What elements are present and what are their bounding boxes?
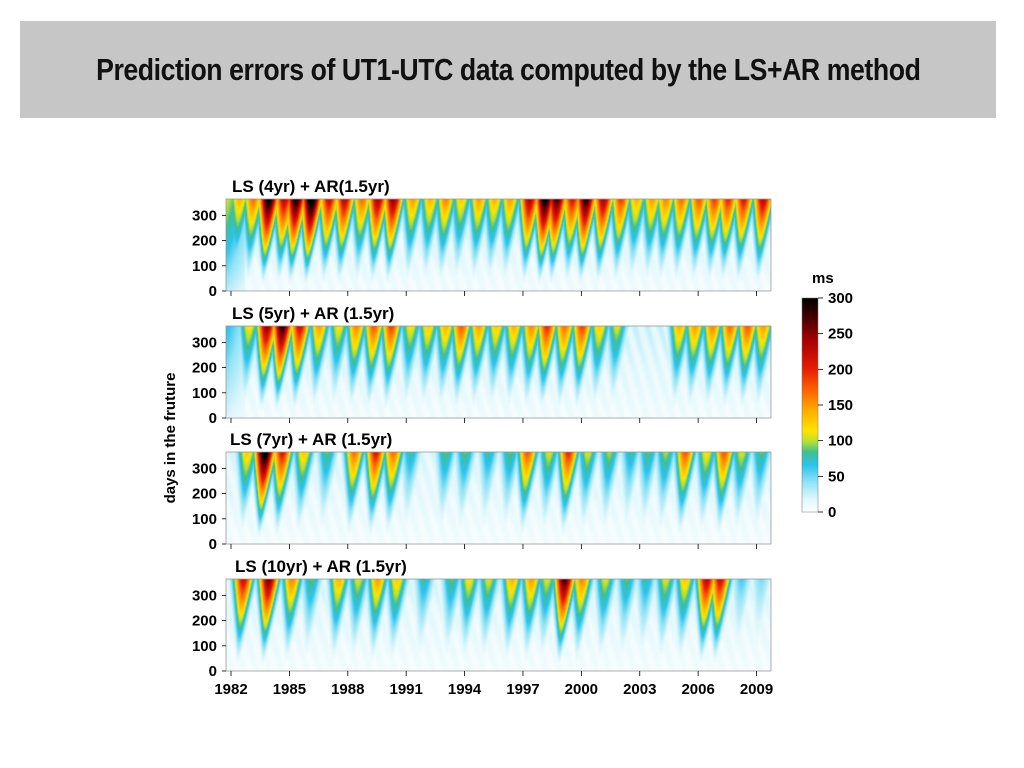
- y-tick-label: 0: [209, 283, 217, 300]
- plot-frame: [225, 198, 772, 292]
- y-tick-label: 0: [209, 410, 217, 427]
- y-tick-label: 100: [192, 638, 217, 655]
- heatmap-field: [226, 326, 771, 418]
- panel-2: LS (5yr) + AR (1.5yr) 0 100 200 300: [192, 304, 772, 427]
- panel-title: LS (4yr) + AR(1.5yr): [232, 177, 390, 196]
- heatmap-field: [226, 199, 771, 291]
- plot-frame: [225, 578, 772, 672]
- y-tick-label: 100: [192, 511, 217, 528]
- heatmap-field: [226, 452, 771, 544]
- y-tick-label: 200: [192, 233, 217, 250]
- x-tick-label: 2009: [740, 681, 773, 698]
- colorbar-tick-label: 50: [828, 468, 845, 485]
- plot-frame: [225, 451, 772, 545]
- heatmap-field: [226, 579, 771, 671]
- x-tick-label: 2003: [623, 681, 656, 698]
- panel-title: LS (10yr) + AR (1.5yr): [235, 557, 407, 576]
- y-axis-title: days in the fruture: [162, 373, 179, 504]
- y-tick-label: 100: [192, 258, 217, 275]
- y-tick-label: 200: [192, 360, 217, 377]
- y-tick-label: 0: [209, 536, 217, 553]
- panel-title: LS (5yr) + AR (1.5yr): [232, 304, 394, 323]
- y-tick-label: 0: [209, 663, 217, 680]
- colorbar-tick-label: 200: [828, 361, 853, 378]
- x-tick-label: 1994: [448, 681, 482, 698]
- panel-3: LS (7yr) + AR (1.5yr) 0 100 200 300: [192, 430, 772, 553]
- colorbar-tick-label: 150: [828, 397, 853, 414]
- y-tick-label: 200: [192, 486, 217, 503]
- x-tick-label: 1982: [214, 681, 247, 698]
- colorbar-tick-label: 100: [828, 433, 853, 450]
- x-tick-label: 1991: [389, 681, 422, 698]
- x-tick-label: 1988: [331, 681, 364, 698]
- panel-title: LS (7yr) + AR (1.5yr): [230, 430, 392, 449]
- title-bar: Prediction errors of UT1-UTC data comput…: [20, 21, 996, 118]
- panel-4: LS (10yr) + AR (1.5yr) 0 100 200 300 1982 1985…: [192, 557, 773, 698]
- colorbar-tick-label: 250: [828, 326, 853, 343]
- y-tick-label: 300: [192, 207, 217, 224]
- x-tick-label: 2000: [565, 681, 598, 698]
- x-tick-label: 1985: [273, 681, 306, 698]
- panel-1: LS (4yr) + AR(1.5yr) 0 100 200 300: [192, 177, 772, 300]
- colorbar-gradient: [801, 297, 819, 513]
- x-tick-label: 2006: [681, 681, 714, 698]
- y-tick-label: 300: [192, 334, 217, 351]
- colorbar-unit: ms: [812, 270, 834, 287]
- x-tick-label: 1997: [506, 681, 539, 698]
- colorbar-tick-label: 300: [828, 290, 853, 307]
- y-tick-label: 300: [192, 460, 217, 477]
- plot-frame: [225, 325, 772, 419]
- y-tick-label: 100: [192, 385, 217, 402]
- y-tick-label: 300: [192, 587, 217, 604]
- y-tick-label: 200: [192, 613, 217, 630]
- slide-title: Prediction errors of UT1-UTC data comput…: [95, 51, 921, 87]
- colorbar-tick-label: 0: [828, 504, 836, 521]
